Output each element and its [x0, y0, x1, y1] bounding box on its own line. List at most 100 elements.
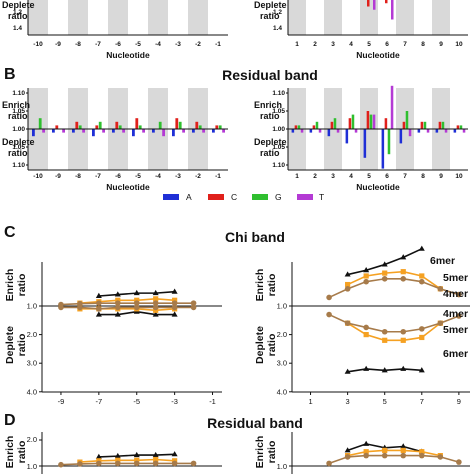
- panel-c-label-6mer-bottom: 6mer: [443, 348, 468, 360]
- panel-c-right-point-6mer-enrich: [344, 271, 351, 277]
- panel-a-right-shaded-bands: [288, 0, 450, 35]
- panel-c-right-x-tick: 7: [420, 397, 424, 406]
- panel-c-left-point-6mer-deplete: [171, 311, 178, 317]
- panel-a-left-shaded-bands: [28, 0, 208, 35]
- panel-d-right-point-6mer-enrich: [344, 447, 351, 453]
- panel-b-left-bar-c: [75, 121, 79, 129]
- panel-a-right-x-tick: 9: [439, 41, 443, 48]
- panel-b-right-bar-t: [372, 114, 376, 129]
- panel-b-left-x-tick: -7: [95, 173, 101, 180]
- panel-d-left-y-ticks: 2.0 1.0: [27, 435, 42, 471]
- shaded-column-band: [108, 0, 128, 35]
- panel-a-left-x-ticks: -10 -9 -8 -7 -6 -5 -4 -3 -2 -1: [33, 41, 221, 48]
- panel-c-right-point-5mer-enrich: [363, 273, 369, 279]
- panel-b-left-x-tick: -1: [215, 173, 221, 180]
- panel-b-right-x-ticks: 1 2 3 4 5 6 7 8 9 10: [295, 173, 463, 180]
- panel-d-right-line-4mer-enrich: [328, 454, 460, 465]
- panel-a-right-bar-c: [385, 0, 388, 4]
- panel-b-right-bar-a: [381, 129, 385, 169]
- panel-b-right-bar-g: [423, 121, 427, 129]
- panel-c-left-point-4mer-enrich: [152, 300, 159, 306]
- panel-b-left-bar-c: [215, 125, 219, 129]
- panel-b-left-bar-t: [42, 129, 45, 133]
- panel-b-left-bar-c: [175, 118, 179, 129]
- panel-b-right-bar-a: [291, 129, 295, 133]
- panel-c-right-point-6mer-deplete: [381, 367, 388, 373]
- panel-c-right-line-4mer-deplete: [328, 313, 460, 333]
- panel-d-left-y-tick: 2.0: [27, 435, 37, 444]
- y-tick-label: 1.05: [12, 108, 25, 115]
- panel-d: D Residual band 2.01.0 1.0 Enrich ratio …: [4, 412, 470, 474]
- panel-c-left-point-4mer-deplete: [58, 304, 64, 311]
- panel-c-right-point-4mer-deplete: [456, 313, 462, 319]
- panel-b-left-bar-g: [158, 121, 162, 129]
- panel-c-left-x-tick: -9: [58, 397, 65, 406]
- panel-c-ylabel-ratio: ratio: [16, 274, 28, 297]
- legend-label-c: C: [231, 192, 237, 202]
- panel-c-right-point-5mer-deplete: [419, 334, 425, 341]
- panel-d-left-point-4mer-enrich: [190, 460, 197, 467]
- panel-c-right-point-6mer-deplete: [418, 367, 425, 373]
- panel-b-left-ylabel-deplete: Deplete: [2, 137, 35, 147]
- panel-c-left-point-5mer-enrich: [115, 297, 121, 303]
- panel-c-letter: C: [4, 224, 16, 241]
- panel-c-left-point-4mer-deplete: [171, 304, 178, 311]
- panel-b-right-xlabel: Nucleotide: [356, 182, 400, 192]
- panel-b-left-x-tick: -10: [33, 173, 43, 180]
- panel-b-right-x-tick: 7: [403, 173, 407, 180]
- panel-b-right-bar-t: [354, 129, 358, 133]
- panel-b-left-bar-g: [98, 121, 102, 129]
- panel-b-left-x-tick: -8: [75, 173, 81, 180]
- panel-b-left-bar-c: [115, 121, 119, 129]
- panel-b-left-xlabel: Nucleotide: [106, 182, 150, 192]
- panel-b-left-ylabel-ratio: ratio: [8, 111, 28, 121]
- panel-d-right-point-4mer-enrich: [456, 459, 462, 465]
- panel-d-right-point-4mer-enrich: [363, 452, 369, 459]
- panel-b-right-ylabel-enrich: Enrich: [254, 100, 282, 110]
- panel-b-right-bar-t: [336, 129, 340, 133]
- panel-d-right-ylabel-enrich: Enrich: [254, 436, 266, 469]
- panel-b-right-ylabel-ratio: ratio: [260, 148, 280, 158]
- panel-b-left-bar-a: [32, 129, 35, 137]
- panel-c-right-point-4mer-enrich: [381, 276, 388, 282]
- panel-a-right-x-tick: 8: [421, 41, 425, 48]
- panel-b-left-bar-a: [52, 129, 55, 133]
- panel-c-left-x-tick: -7: [96, 397, 103, 406]
- panel-b-left-x-ticks: -10 -9 -8 -7 -6 -5 -4 -3 -2 -1: [33, 173, 221, 180]
- panel-d-right-point-4mer-enrich: [344, 454, 351, 460]
- panel-d-right-point-6mer-enrich: [400, 443, 407, 449]
- panel-d-left-point-6mer-enrich: [133, 451, 140, 458]
- panel-d-right-point-4mer-enrich: [418, 452, 425, 459]
- panel-d-left-point-4mer-enrich: [152, 460, 159, 467]
- panel-b-right-bar-c: [456, 125, 460, 129]
- legend-label-g: G: [275, 192, 282, 202]
- panel-c-label-4mer-top: 4mer: [443, 288, 468, 300]
- panel-c-left-y-tick: 2.0: [27, 330, 37, 339]
- panel-c-label-5mer-bottom: 5mer: [443, 324, 468, 336]
- panel-b-left-bar-g: [78, 125, 82, 129]
- panel-a-right-x-tick: 1: [295, 41, 299, 48]
- panel-c-left-point-5mer-enrich: [172, 297, 178, 303]
- panel-c-left-point-6mer-deplete: [114, 311, 121, 317]
- panel-b-left-ylabel-ratio: ratio: [8, 148, 28, 158]
- panel-b-left-bar-t: [62, 129, 65, 133]
- panel-d-right-point-6mer-enrich: [363, 440, 370, 446]
- panel-c-left-point-4mer-deplete: [96, 306, 102, 312]
- panel-b-right-bar-t: [318, 129, 322, 133]
- panel-b-left-x-tick: -5: [135, 173, 141, 180]
- panel-c-right-point-4mer-deplete: [326, 311, 332, 318]
- panel-b-right-ylabel-deplete: Deplete: [254, 137, 287, 147]
- panel-a-left-xlabel: Nucleotide: [106, 50, 150, 60]
- panel-b-right-bar-g: [405, 111, 409, 129]
- panel-c-right-x-ticks: 1 3 5 7 9: [308, 392, 461, 406]
- panel-c-right-point-4mer-deplete: [344, 320, 351, 326]
- panel-c-ylabel-ratio: ratio: [16, 334, 28, 357]
- panel-b-right-bar-c: [294, 125, 298, 129]
- panel-c-right-point-6mer-deplete: [363, 365, 370, 371]
- panel-a-right-bar-c: [367, 0, 370, 7]
- panel-c-right-line-5mer-deplete: [347, 322, 441, 342]
- shaded-column-band: [148, 0, 168, 35]
- panel-b-right-bar-c: [384, 118, 388, 129]
- panel-c-left-point-4mer-enrich: [171, 300, 178, 306]
